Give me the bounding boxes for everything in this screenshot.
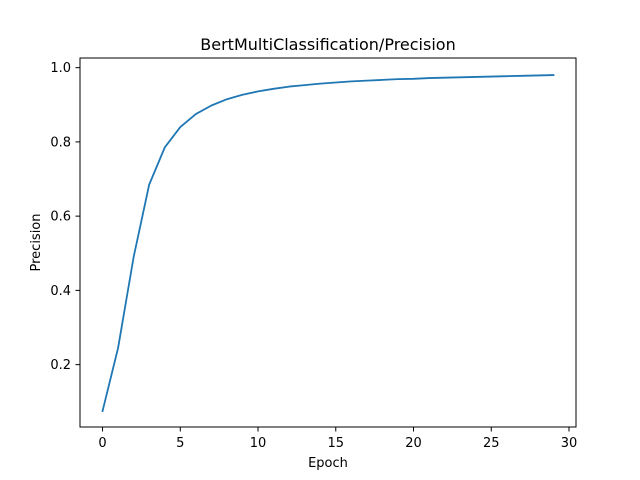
x-tick-label: 5 [176,436,184,451]
chart-title: BertMultiClassification/Precision [200,35,455,54]
y-tick-label: 0.4 [50,284,71,299]
y-tick-label: 0.2 [50,358,71,373]
x-tick-label: 0 [98,436,106,451]
x-tick-label: 20 [405,436,422,451]
x-tick-label: 30 [561,436,578,451]
y-tick-label: 1.0 [50,61,71,76]
x-tick-label: 15 [328,436,345,451]
x-tick-label: 25 [483,436,500,451]
x-tick-label: 10 [250,436,267,451]
x-axis-label: Epoch [308,456,348,471]
series-line-0 [101,74,555,413]
plot-frame [79,57,577,428]
plot-area [101,74,555,413]
y-axis: 0.2 0.4 0.6 0.8 1.0 [50,61,80,373]
x-axis: 0 5 10 15 20 25 30 [98,427,577,451]
y-axis-label: Precision [29,213,44,271]
y-tick-label: 0.6 [50,210,71,225]
y-tick-label: 0.8 [50,135,71,150]
